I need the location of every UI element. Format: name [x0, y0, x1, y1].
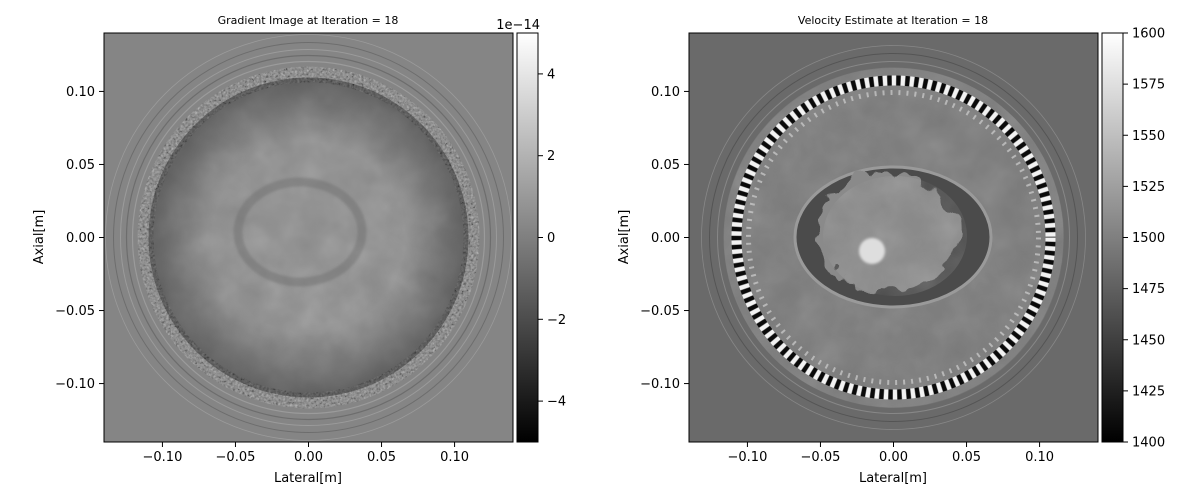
gradient-colorbar-tick-label: −2 [547, 313, 566, 328]
velocity-colorbar-bar [1101, 32, 1124, 443]
gradient-y-ticks: 0.10 0.05 0.00 −0.05 −0.10 [55, 85, 104, 392]
velocity-y-tick-label: −0.10 [640, 377, 680, 392]
gradient-y-tick-label: −0.05 [55, 304, 95, 319]
velocity-y-ticks: 0.10 0.05 0.00 −0.05 −0.10 [640, 85, 689, 392]
gradient-vignette [148, 77, 469, 398]
velocity-colorbar-tick-label: 1425 [1132, 384, 1165, 399]
gradient-colorbar-tick-label: 4 [547, 67, 555, 82]
gradient-y-tick-label: 0.00 [66, 231, 95, 246]
gradient-x-ticks: −0.10 −0.05 0.00 0.05 0.10 [143, 442, 469, 465]
velocity-colorbar-tick-label: 1525 [1132, 180, 1165, 195]
velocity-colorbar-tick-label: 1400 [1132, 436, 1165, 451]
velocity-ripples [701, 45, 1086, 430]
velocity-colorbar-tick-label: 1600 [1132, 27, 1165, 42]
gradient-colorbar-tick-label: −4 [547, 395, 566, 410]
velocity-x-label: Lateral[m] [859, 471, 927, 486]
velocity-y-tick-label: 0.05 [651, 158, 680, 173]
gradient-y-tick-label: 0.10 [66, 85, 95, 100]
velocity-bright-spot [859, 238, 885, 264]
velocity-colorbar-tick-label: 1500 [1132, 231, 1165, 246]
velocity-ring-dark [731, 75, 1056, 400]
gradient-colorbar: 4 2 0 −2 −4 1e−14 [496, 18, 566, 443]
velocity-x-tick-label: −0.10 [728, 450, 768, 465]
gradient-colorbar-offset: 1e−14 [496, 18, 540, 33]
velocity-y-label: Axial[m] [617, 210, 632, 265]
gradient-x-tick-label: −0.10 [143, 450, 183, 465]
velocity-x-tick-label: 0.10 [1025, 450, 1054, 465]
gradient-x-tick-label: −0.05 [216, 450, 256, 465]
gradient-x-tick-label: 0.05 [367, 450, 396, 465]
gradient-plot-title: Gradient Image at Iteration = 18 [218, 14, 399, 27]
velocity-plot-title: Velocity Estimate at Iteration = 18 [798, 14, 988, 27]
velocity-plot: Velocity Estimate at Iteration = 18 −0.1… [617, 14, 1165, 486]
gradient-y-tick-label: 0.05 [66, 158, 95, 173]
velocity-image [689, 33, 1098, 442]
velocity-y-tick-label: −0.05 [640, 304, 680, 319]
velocity-x-tick-label: −0.05 [801, 450, 841, 465]
gradient-colorbar-ticks: 4 2 0 −2 −4 [538, 67, 566, 410]
velocity-colorbar-tick-label: 1550 [1132, 129, 1165, 144]
gradient-colorbar-bar [516, 32, 539, 443]
gradient-colorbar-tick-label: 0 [547, 231, 555, 246]
gradient-x-tick-label: 0.10 [440, 450, 469, 465]
velocity-ring-inner [746, 90, 1041, 385]
velocity-colorbar-tick-label: 1575 [1132, 78, 1165, 93]
velocity-colorbar-tick-label: 1475 [1132, 282, 1165, 297]
velocity-y-tick-label: 0.10 [651, 85, 680, 100]
gradient-y-label: Axial[m] [32, 210, 47, 265]
gradient-plot: Gradient Image at Iteration = 18 −0.10 −0… [32, 14, 566, 486]
gradient-y-tick-label: −0.10 [55, 377, 95, 392]
gradient-x-label: Lateral[m] [274, 471, 342, 486]
gradient-colorbar-tick-label: 2 [547, 149, 555, 164]
gradient-x-tick-label: 0.00 [294, 450, 323, 465]
gradient-ripples [105, 34, 512, 441]
velocity-x-ticks: −0.10 −0.05 0.00 0.05 0.10 [728, 442, 1054, 465]
velocity-colorbar-ticks: 1600 1575 1550 1525 1500 1475 1450 1425 1400 [1123, 27, 1165, 451]
gradient-inner-ring [233, 177, 367, 287]
velocity-y-tick-label: 0.00 [651, 231, 680, 246]
gradient-image [104, 33, 513, 442]
velocity-colorbar: 1600 1575 1550 1525 1500 1475 1450 1425 1400 [1101, 27, 1165, 451]
velocity-x-tick-label: 0.00 [879, 450, 908, 465]
velocity-colorbar-tick-label: 1450 [1132, 333, 1165, 348]
velocity-x-tick-label: 0.05 [952, 450, 981, 465]
